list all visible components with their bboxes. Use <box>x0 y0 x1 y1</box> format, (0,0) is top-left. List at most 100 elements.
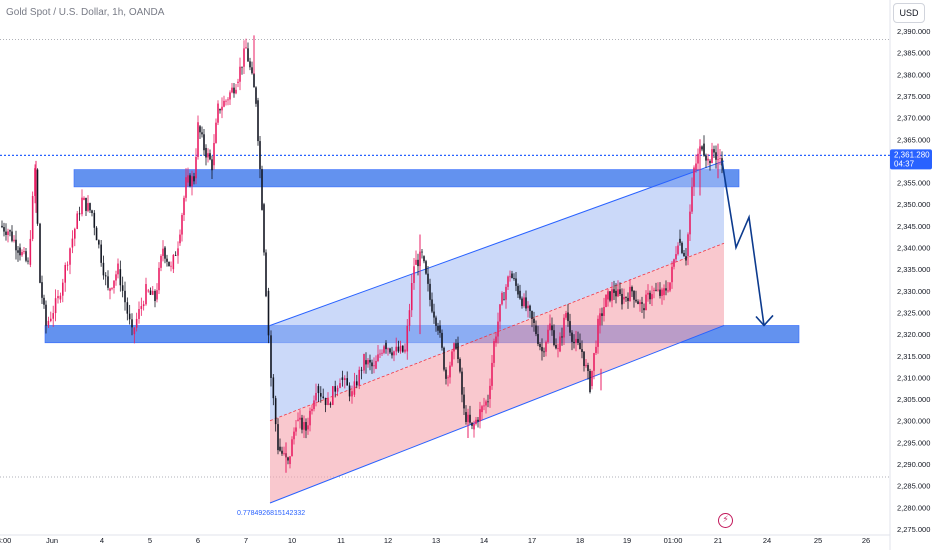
candle-body <box>309 410 311 426</box>
candle-body <box>69 248 71 265</box>
candle-body <box>527 305 529 309</box>
candle-body <box>23 251 25 253</box>
candle-body <box>373 365 375 367</box>
candle-body <box>587 365 589 372</box>
candle-body <box>583 351 585 367</box>
candle-body <box>589 371 591 393</box>
candle-body <box>170 265 172 267</box>
candle-body <box>623 297 625 300</box>
candle-body <box>689 211 691 235</box>
candle-body <box>154 290 156 302</box>
candle-body <box>427 273 429 284</box>
candle-body <box>627 297 629 302</box>
candle-body <box>667 290 669 292</box>
x-tick-label: 26 <box>862 536 870 545</box>
candle-body <box>64 265 66 283</box>
candle-body <box>209 153 211 160</box>
candle-body <box>421 251 423 253</box>
axis-layer: 2,275.000 2,280.000 2,285.000 2,290.000 2,29… <box>0 27 930 545</box>
candle-body <box>1 225 3 228</box>
candle-body <box>263 204 265 253</box>
candle-body <box>365 360 367 365</box>
grid-layer <box>0 0 891 550</box>
candle-body <box>673 259 675 267</box>
candle-body <box>521 298 523 307</box>
candle-body <box>655 289 657 291</box>
x-tick-label: Jun <box>46 536 58 545</box>
candle-body <box>443 347 445 370</box>
candle-body <box>320 393 322 397</box>
candle-body <box>119 269 122 286</box>
candle-body <box>351 391 353 397</box>
candle-body <box>235 89 237 94</box>
candle-body <box>383 346 385 353</box>
candle-body <box>545 341 547 352</box>
candle-body <box>473 423 475 430</box>
candle-body <box>559 336 561 352</box>
candle-body <box>270 335 272 378</box>
candle-body <box>437 325 439 331</box>
candle-body <box>551 325 553 331</box>
candle-body <box>567 312 569 322</box>
candle-body <box>100 244 102 263</box>
candle-body <box>267 290 270 336</box>
candle-body <box>332 386 334 405</box>
candle-body <box>166 258 168 262</box>
y-tick-label: 2,380.000 <box>897 70 930 79</box>
candle-body <box>406 325 409 352</box>
candle-body <box>117 263 119 275</box>
candle-body <box>631 286 633 292</box>
y-tick-label: 2,345.000 <box>897 222 930 231</box>
candle-body <box>265 252 267 297</box>
y-tick-label: 2,315.000 <box>897 352 930 361</box>
x-tick-label: 12 <box>384 536 392 545</box>
candle-body <box>413 266 415 284</box>
candle-body <box>213 142 215 166</box>
candle-body <box>162 248 164 256</box>
candle-body <box>43 297 45 305</box>
candle-body <box>279 446 281 451</box>
candle-body <box>322 396 324 398</box>
y-tick-label: 2,280.000 <box>897 503 930 512</box>
candle-body <box>291 439 293 457</box>
candle-body <box>543 351 545 353</box>
candle-body <box>339 383 341 388</box>
candle-body <box>435 317 437 326</box>
candle-body <box>253 73 255 88</box>
candle-body <box>493 341 495 363</box>
candle-body <box>555 345 557 349</box>
candle-body <box>593 353 595 371</box>
candle-body <box>205 147 207 158</box>
candle-body <box>91 210 93 214</box>
candle-body <box>453 343 455 352</box>
candle-body <box>281 450 283 454</box>
candle-body <box>633 290 635 300</box>
y-tick-label: 2,295.000 <box>897 438 930 447</box>
candle-body <box>509 276 511 278</box>
channel-lower-fill <box>270 243 724 504</box>
y-tick-label: 2,330.000 <box>897 287 930 296</box>
candle-body <box>274 398 277 425</box>
candle-body <box>519 290 521 299</box>
candle-body <box>78 213 81 215</box>
candle-body <box>681 242 683 253</box>
lightning-icon[interactable]: ⚡ <box>718 513 733 528</box>
candle-body <box>389 348 391 353</box>
forecast-arrowhead <box>755 314 774 327</box>
candle-body <box>227 99 229 101</box>
candle-body <box>142 304 145 307</box>
candle-body <box>299 417 301 420</box>
candle-body <box>645 294 647 311</box>
candle-body <box>57 296 59 299</box>
candle-body <box>135 318 138 328</box>
candle-body <box>613 289 615 293</box>
candle-body <box>431 299 433 312</box>
candle-body <box>203 134 205 151</box>
x-tick-label: 11 <box>337 536 345 545</box>
candle-body <box>451 351 453 366</box>
candle-body <box>643 308 645 311</box>
currency-button[interactable]: USD <box>893 3 925 23</box>
y-tick-label: 2,340.000 <box>897 244 930 253</box>
candle-body <box>651 294 653 300</box>
